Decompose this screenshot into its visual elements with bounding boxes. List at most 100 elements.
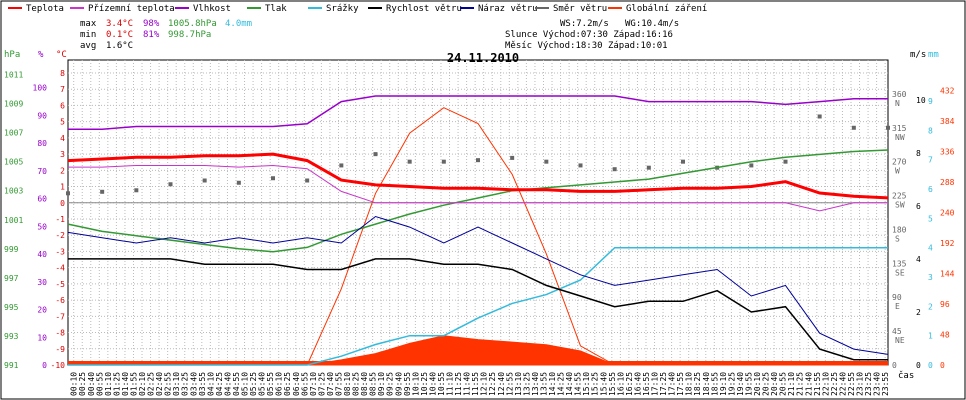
series-wind-speed bbox=[68, 258, 888, 361]
axis-hpa-tick: 993 bbox=[4, 332, 19, 341]
x-tick-label: 13:55 bbox=[539, 372, 548, 396]
series-humidity bbox=[68, 95, 888, 131]
x-tick-label: 07:25 bbox=[317, 372, 326, 396]
axis-dir-label: E bbox=[895, 302, 900, 311]
series-wind-direction-point bbox=[578, 163, 583, 168]
axis-dir-label: N bbox=[895, 99, 900, 108]
legend-entry: Rychlost větru bbox=[386, 4, 462, 14]
axis-temp-tick: -8 bbox=[55, 329, 65, 338]
x-tick-label: 01:25 bbox=[112, 372, 121, 396]
axis-wm2-tick: 0 bbox=[940, 361, 945, 370]
x-tick-label: 09:25 bbox=[386, 372, 395, 396]
x-tick-label: 20:40 bbox=[770, 372, 779, 396]
x-tick-label: 19:25 bbox=[727, 372, 736, 396]
x-tick-label: 01:40 bbox=[121, 372, 130, 396]
x-tick-label: 10:40 bbox=[428, 372, 437, 396]
series bbox=[66, 95, 890, 366]
info-ws: WS:7.2m/s bbox=[560, 19, 609, 29]
x-tick-label: 12:55 bbox=[505, 372, 514, 396]
axis-dir-tick: 135 bbox=[892, 259, 907, 268]
x-tick-label: 18:25 bbox=[693, 372, 702, 396]
axis-dir-label: SE bbox=[895, 268, 905, 277]
axis-dir-tick: 90 bbox=[892, 293, 902, 302]
x-tick-label: 05:40 bbox=[258, 372, 267, 396]
x-tick-label: 04:55 bbox=[232, 372, 241, 396]
axis-mm-unit: mm bbox=[928, 50, 939, 60]
axis-dir-label: NW bbox=[895, 133, 905, 142]
stat-max-press: 1005.8hPa bbox=[168, 19, 217, 29]
axis-wm2-tick: 48 bbox=[940, 331, 950, 340]
series-wind-direction-point bbox=[168, 182, 173, 187]
x-tick-label: 20:55 bbox=[779, 372, 788, 396]
x-tick-label: 05:55 bbox=[266, 372, 275, 396]
x-tick-label: 10:25 bbox=[420, 372, 429, 396]
axis-ms-tick: 8 bbox=[916, 149, 921, 158]
series-wind-direction-point bbox=[646, 165, 651, 170]
axis-temp-tick: 0 bbox=[60, 199, 65, 208]
axis-dir-tick: 45 bbox=[892, 327, 902, 336]
series-ground-temperature bbox=[68, 164, 888, 212]
x-tick-label: 06:10 bbox=[275, 372, 284, 396]
x-tick-label: 12:40 bbox=[497, 372, 506, 396]
axis-temp-tick: -4 bbox=[55, 264, 65, 273]
series-wind-direction-point bbox=[407, 159, 412, 164]
axis-dir-tick: 0 bbox=[892, 361, 897, 370]
x-tick-label: 15:55 bbox=[608, 372, 617, 396]
axis-ms-tick: 10 bbox=[916, 96, 926, 105]
series-wind-direction-point bbox=[476, 158, 480, 163]
x-tick-label: 22:10 bbox=[821, 372, 830, 396]
x-tick-label: 04:25 bbox=[215, 372, 224, 396]
axis-temp-tick: 1 bbox=[60, 183, 65, 192]
series-wind-direction-point bbox=[544, 159, 549, 164]
plot-area bbox=[67, 59, 889, 366]
axis-temp-unit: °C bbox=[56, 50, 67, 60]
axis-temp-tick: -10 bbox=[51, 361, 66, 370]
x-tick-label: 18:40 bbox=[702, 372, 711, 396]
axis-wm2-tick: 432 bbox=[940, 87, 955, 96]
x-tick-label: 16:40 bbox=[633, 372, 642, 396]
axis-ms-tick: 4 bbox=[916, 255, 921, 264]
x-tick-label: 04:40 bbox=[223, 372, 232, 396]
axis-temp-tick: -6 bbox=[55, 296, 65, 305]
axes: hPa% °C1011100910071005100310019999979959… bbox=[4, 50, 955, 370]
axis-temp-tick: 8 bbox=[60, 69, 65, 78]
x-tick-label: 11:40 bbox=[463, 372, 472, 396]
series-rain bbox=[68, 246, 888, 366]
x-tick-label: 00:10 bbox=[70, 372, 79, 396]
x-tick-label: 15:40 bbox=[599, 372, 608, 396]
series-wind-direction-point bbox=[339, 163, 344, 168]
series-wind-direction-point bbox=[271, 176, 275, 181]
axis-mm-tick: 0 bbox=[928, 361, 933, 370]
axis-pct-tick: 10 bbox=[37, 333, 47, 342]
x-tick-label: 20:10 bbox=[753, 372, 762, 396]
x-tick-label: 10:55 bbox=[437, 372, 446, 396]
axis-pct-tick: 40 bbox=[37, 250, 47, 259]
axis-pct-tick: 90 bbox=[37, 111, 47, 120]
x-tick-label: 16:55 bbox=[642, 372, 651, 396]
x-tick-label: 13:25 bbox=[522, 372, 531, 396]
x-tick-label: 15:25 bbox=[591, 372, 600, 396]
axis-mm-tick: 4 bbox=[928, 244, 933, 253]
x-tick-label: 14:25 bbox=[557, 372, 566, 396]
legend-entry: Náraz větru bbox=[478, 4, 538, 14]
x-tick-label: 05:10 bbox=[241, 372, 250, 396]
x-tick-label: 19:40 bbox=[736, 372, 745, 396]
x-tick-label: 02:40 bbox=[155, 372, 164, 396]
legend-entry: Srážky bbox=[326, 4, 359, 14]
axis-temp-tick: -2 bbox=[55, 231, 65, 240]
axis-hpa-tick: 995 bbox=[4, 303, 19, 312]
x-tick-label: 11:25 bbox=[454, 372, 463, 396]
x-tick-label: 12:25 bbox=[488, 372, 497, 396]
x-tick-label: 07:55 bbox=[334, 372, 343, 396]
axis-ms-tick: 6 bbox=[916, 202, 921, 211]
x-tick-label: 17:25 bbox=[659, 372, 668, 396]
series-wind-direction-point bbox=[817, 114, 822, 119]
axis-temp-tick: 7 bbox=[60, 85, 65, 94]
axis-dir-tick: 225 bbox=[892, 192, 907, 201]
x-tick-label: 19:55 bbox=[744, 372, 753, 396]
series-wind-direction-point bbox=[749, 163, 754, 168]
x-tick-label: 00:40 bbox=[87, 372, 96, 396]
x-tick-label: 17:55 bbox=[676, 372, 685, 396]
x-tick-label: 22:40 bbox=[838, 372, 847, 396]
